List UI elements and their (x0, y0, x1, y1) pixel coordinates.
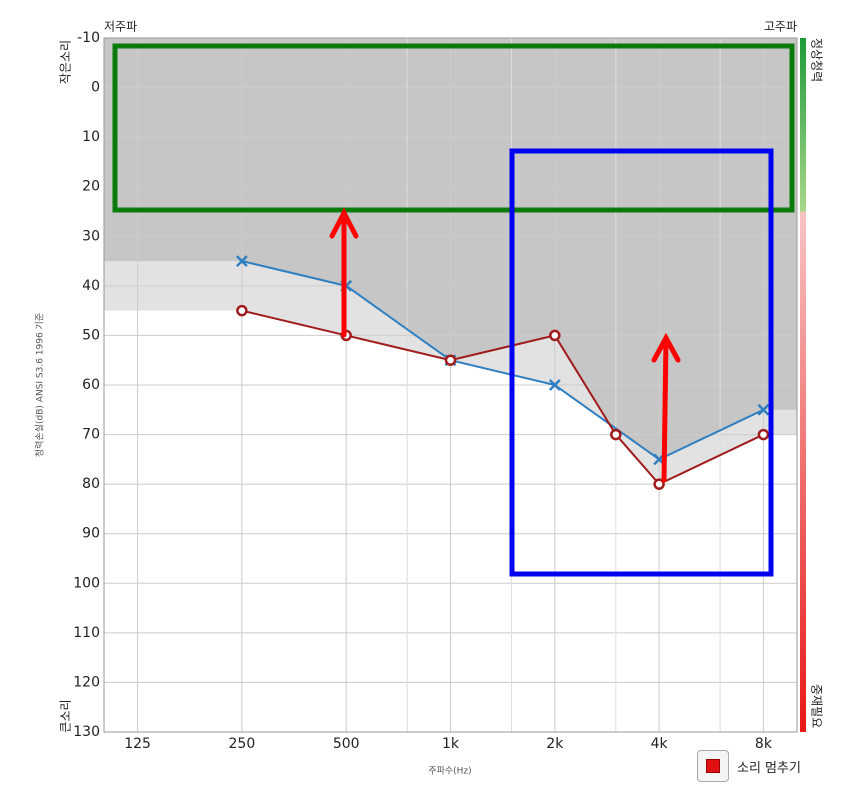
x-tick-label: 1k (442, 736, 460, 752)
y-axis-label: 청력손실(dB) ANSI S3.6 1996 기준 (34, 313, 46, 457)
y-tick-label: 0 (91, 80, 100, 96)
point (757, 403, 770, 416)
button-icon (697, 750, 729, 782)
top-left-label: 저주파 (104, 20, 137, 34)
colorbar (800, 38, 806, 732)
x-tick-label: 250 (229, 736, 256, 752)
red-arrow (329, 207, 359, 338)
point (236, 304, 248, 317)
y-tick-label: 90 (82, 526, 100, 542)
y-tick-label: 10 (82, 129, 100, 145)
point (548, 379, 561, 391)
series-line (241, 260, 764, 461)
colorbar-bottom-label: 중재필요 (810, 684, 824, 728)
y-tick-label: 50 (82, 327, 100, 343)
y-tick-label: 80 (82, 476, 100, 492)
y-tick-label: 130 (73, 724, 100, 740)
point (549, 329, 561, 342)
x-tick-label: 500 (333, 736, 360, 752)
x-tick-label: 125 (124, 736, 151, 752)
colorbar-top-label: 정상청력 (810, 38, 824, 82)
y-tick-label: 70 (82, 427, 100, 443)
y-tick-label: 100 (73, 575, 100, 591)
point (236, 255, 248, 267)
y-tick-label: 110 (73, 625, 100, 641)
point (653, 478, 665, 490)
point (757, 428, 770, 441)
x-tick-label: 2k (546, 736, 564, 752)
point (610, 428, 622, 441)
blue-box (509, 148, 774, 577)
plot-border (103, 37, 798, 733)
stop-icon (706, 759, 720, 773)
y-tick-label: 20 (82, 179, 100, 195)
x-axis-label: 주파수(Hz) (428, 766, 471, 777)
x-tick-label: 8k (755, 736, 773, 752)
y-tick-label: 60 (82, 377, 100, 393)
x-tick-label: 4k (651, 736, 669, 752)
y-tick-label: 120 (73, 674, 100, 690)
stop-sound-button[interactable]: 소리 멈추기 (697, 750, 801, 782)
y-tick-label: 40 (82, 278, 100, 294)
button-label: 소리 멈추기 (737, 760, 801, 776)
grid: -10 0 10 20 30 40 50 60 70 80 90 100 110 120 130 125 250… (73, 30, 797, 752)
red-arrow (651, 332, 681, 483)
y-tick-label: -10 (77, 30, 100, 46)
point (444, 354, 457, 366)
annotations (112, 43, 795, 577)
y-bottom-label: 큰소리 (59, 699, 73, 732)
y-tick-label: 30 (82, 228, 100, 244)
y-top-label: 작은소리 (59, 40, 73, 84)
top-right-label: 고주파 (764, 20, 797, 34)
green-box (112, 43, 795, 213)
